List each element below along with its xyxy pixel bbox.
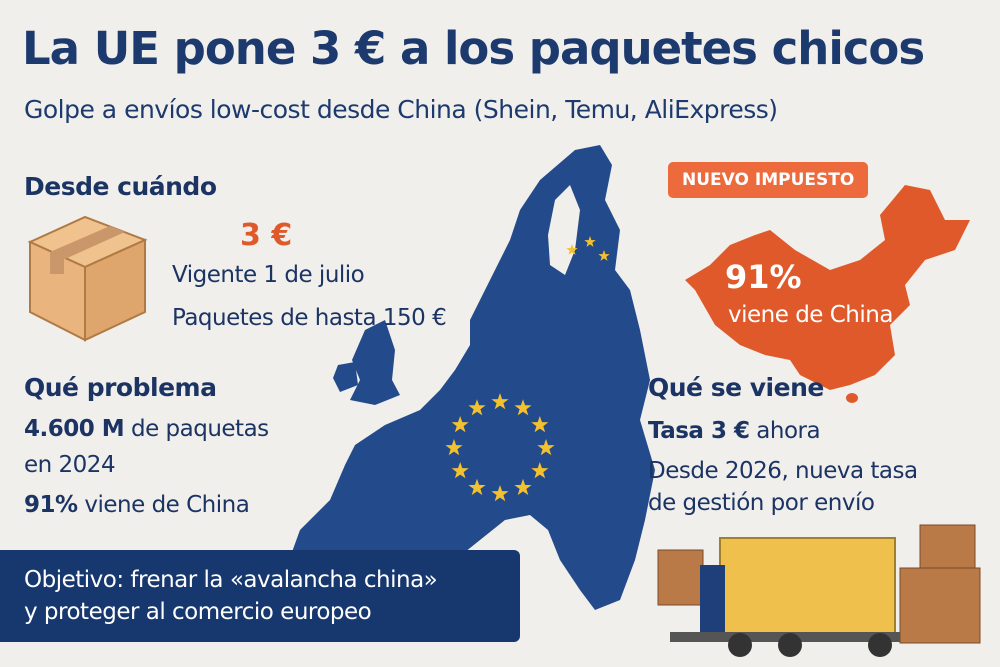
package-box-icon xyxy=(27,215,148,342)
next-line-2: de gestión por envío xyxy=(648,490,875,516)
problem-pct: 91% xyxy=(24,492,78,518)
eu-star-icon xyxy=(531,462,549,479)
eu-star-icon xyxy=(468,478,486,496)
eu-star-icon xyxy=(491,393,509,410)
next-heading: Qué se viene xyxy=(648,373,824,402)
delivery-truck-icon xyxy=(657,524,981,657)
problem-pct-rest: viene de China xyxy=(84,492,250,518)
china-pct: 91% xyxy=(725,258,802,296)
new-tax-badge: NUEVO IMPUESTO xyxy=(668,162,869,198)
next-tasa: Tasa 3 € xyxy=(648,418,750,444)
when-heading: Desde cuándo xyxy=(24,172,217,201)
eu-star-icon xyxy=(598,250,610,261)
eu-star-icon xyxy=(491,485,509,502)
when-line-1: Vigente 1 de julio xyxy=(172,262,365,288)
problem-heading: Qué problema xyxy=(24,373,217,402)
eu-star-icon xyxy=(531,416,549,433)
problem-line-2: en 2024 xyxy=(24,452,116,478)
eu-star-icon xyxy=(537,439,555,456)
eu-star-icon xyxy=(566,244,578,255)
eu-star-icon xyxy=(445,439,463,456)
page-title: La UE pone 3 € a los paquetes chicos xyxy=(22,22,925,75)
next-tasa-rest: ahora xyxy=(756,418,821,444)
when-line-2: Paquetes de hasta 150 € xyxy=(172,305,447,331)
banner-line-1: Objetivo: frenar la «avalancha china» xyxy=(24,567,438,593)
banner-line-2: y proteger al comercio europeo xyxy=(24,599,372,625)
eu-stars xyxy=(445,236,610,502)
eu-star-icon xyxy=(514,478,532,496)
problem-amount-rest: de paquetas xyxy=(130,416,269,442)
objective-banner: Objetivo: frenar la «avalancha china» y … xyxy=(0,550,520,642)
eu-star-icon xyxy=(468,399,486,416)
china-map xyxy=(685,185,970,403)
eu-star-icon xyxy=(514,399,532,416)
eu-star-icon xyxy=(451,416,469,433)
problem-amount: 4.600 M xyxy=(24,416,125,442)
page-subtitle: Golpe a envíos low-cost desde China (She… xyxy=(24,95,778,124)
price-value: 3 € xyxy=(240,218,293,253)
next-line-1: Desde 2026, nueva tasa xyxy=(648,458,918,484)
eu-star-icon xyxy=(451,462,469,479)
eu-star-icon xyxy=(584,236,596,247)
china-text: viene de China xyxy=(728,302,893,328)
